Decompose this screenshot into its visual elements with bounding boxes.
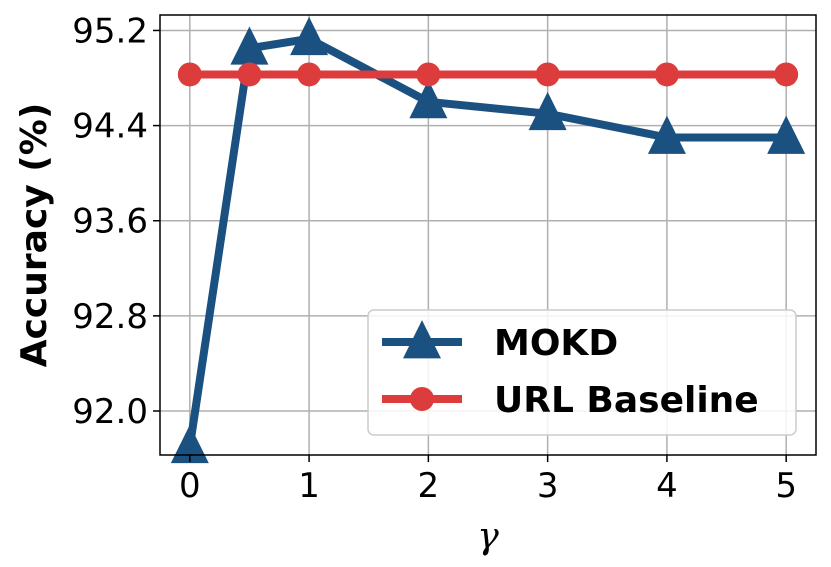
data-point-circle — [177, 62, 202, 87]
data-point-triangle — [647, 115, 686, 154]
series-layer — [170, 16, 806, 464]
series-mokd — [170, 16, 806, 464]
data-point-circle — [237, 62, 262, 87]
data-point-circle — [416, 62, 441, 87]
legend-box — [367, 309, 797, 436]
x-tick-label: 5 — [775, 466, 797, 506]
x-tick-label: 2 — [418, 466, 440, 506]
y-tick-label: 94.4 — [72, 107, 148, 147]
data-point-triangle — [290, 16, 329, 56]
y-tick-label: 95.2 — [72, 11, 148, 51]
x-tick-label: 0 — [179, 466, 201, 506]
y-tick-label: 92.0 — [72, 392, 148, 432]
y-tick-label: 93.6 — [72, 202, 148, 242]
x-tick-label: 1 — [298, 466, 320, 506]
data-point-triangle — [409, 79, 448, 119]
data-point-triangle — [528, 91, 567, 131]
data-point-triangle — [170, 424, 209, 464]
data-point-circle — [535, 62, 560, 87]
legend: MOKD URL Baseline — [367, 309, 797, 436]
legend-label: MOKD — [494, 323, 618, 364]
data-point-triangle — [230, 26, 269, 65]
tick-labels: 0 1 2 3 4 5 92.0 92.8 93.6 94.4 95.2 — [72, 11, 797, 506]
legend-label: URL Baseline — [494, 380, 759, 421]
legend-entry: URL Baseline — [382, 380, 759, 421]
series-url-baseline — [177, 62, 799, 87]
legend-entry: MOKD — [382, 320, 618, 364]
x-tick-label: 4 — [656, 466, 678, 506]
y-tick-label: 92.8 — [72, 297, 148, 337]
data-point-circle — [774, 62, 799, 87]
data-point-circle — [654, 62, 679, 87]
data-point-triangle — [767, 115, 806, 154]
x-axis-label: γ — [477, 516, 499, 557]
data-point-circle — [297, 62, 322, 87]
y-axis-label: Accuracy (%) — [14, 103, 55, 368]
legend-circle-marker — [410, 387, 434, 411]
x-tick-label: 3 — [537, 466, 559, 506]
legend-triangle-marker — [403, 320, 441, 359]
plot-frame — [159, 14, 817, 456]
